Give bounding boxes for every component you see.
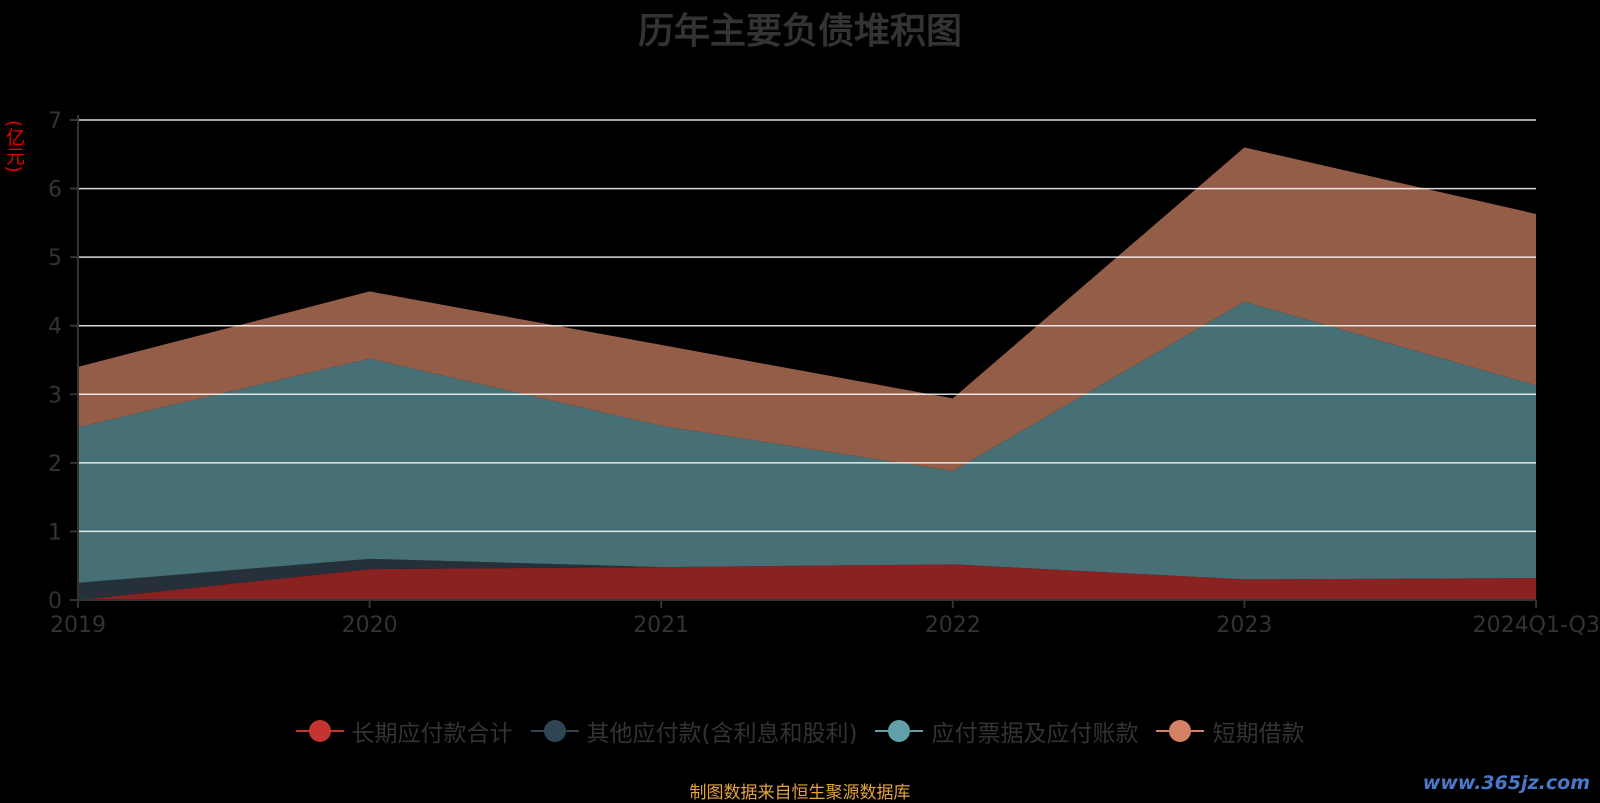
x-tick-label: 2023	[1216, 613, 1272, 638]
legend-item-notes-and-accounts-payable[interactable]: 应付票据及应付账款	[875, 714, 1138, 748]
x-tick-label: 2021	[633, 613, 689, 638]
x-tick-label: 2022	[925, 613, 981, 638]
legend-label: 长期应付款合计	[351, 721, 513, 747]
y-tick-label: 5	[48, 246, 62, 271]
y-tick-label: 4	[48, 315, 62, 340]
y-tick-label: 7	[48, 109, 62, 134]
axes: 0 1 2 3 4 5 6 7 2019 2020 2021 2022 2023 2024Q1-Q3	[48, 109, 1600, 638]
x-tick-label: 2024Q1-Q3	[1473, 613, 1600, 638]
legend-label: 应付票据及应付账款	[931, 721, 1139, 747]
legend-item-other-payables[interactable]: 其他应付款(含利息和股利)	[530, 714, 858, 748]
watermark: www.365jz.com	[1422, 772, 1590, 794]
x-tick-label: 2020	[342, 613, 398, 638]
y-tick-label: 0	[48, 589, 62, 614]
y-tick-label: 1	[48, 520, 62, 545]
legend-marker-icon	[295, 719, 344, 743]
y-tick-label: 6	[48, 178, 62, 203]
x-tick-label: 2019	[50, 613, 106, 638]
legend-label: 其他应付款(含利息和股利)	[586, 721, 858, 747]
data-source-note: 制图数据来自恒生聚源数据库	[689, 783, 911, 803]
legend-marker-icon	[530, 719, 579, 743]
y-axis-unit: (亿元)	[3, 120, 25, 173]
grid-lines	[78, 119, 1536, 533]
legend-item-short-term-loans[interactable]: 短期借款	[1156, 714, 1304, 748]
series-areas	[78, 147, 1536, 600]
legend-marker-icon	[1156, 719, 1205, 743]
legend-marker-icon	[875, 719, 924, 743]
legend-label: 短期借款	[1212, 721, 1305, 747]
series-area-0	[78, 564, 1536, 600]
chart-title: 历年主要负债堆积图	[637, 11, 962, 52]
legend-item-long-term-payables[interactable]: 长期应付款合计	[295, 714, 513, 748]
y-tick-label: 2	[48, 452, 62, 477]
series-area-2	[78, 301, 1536, 583]
series-area-3	[78, 147, 1536, 472]
y-tick-label: 3	[48, 383, 62, 408]
legend: 长期应付款合计 其他应付款(含利息和股利) 应付票据及应付账款 短期借款	[0, 714, 1600, 748]
